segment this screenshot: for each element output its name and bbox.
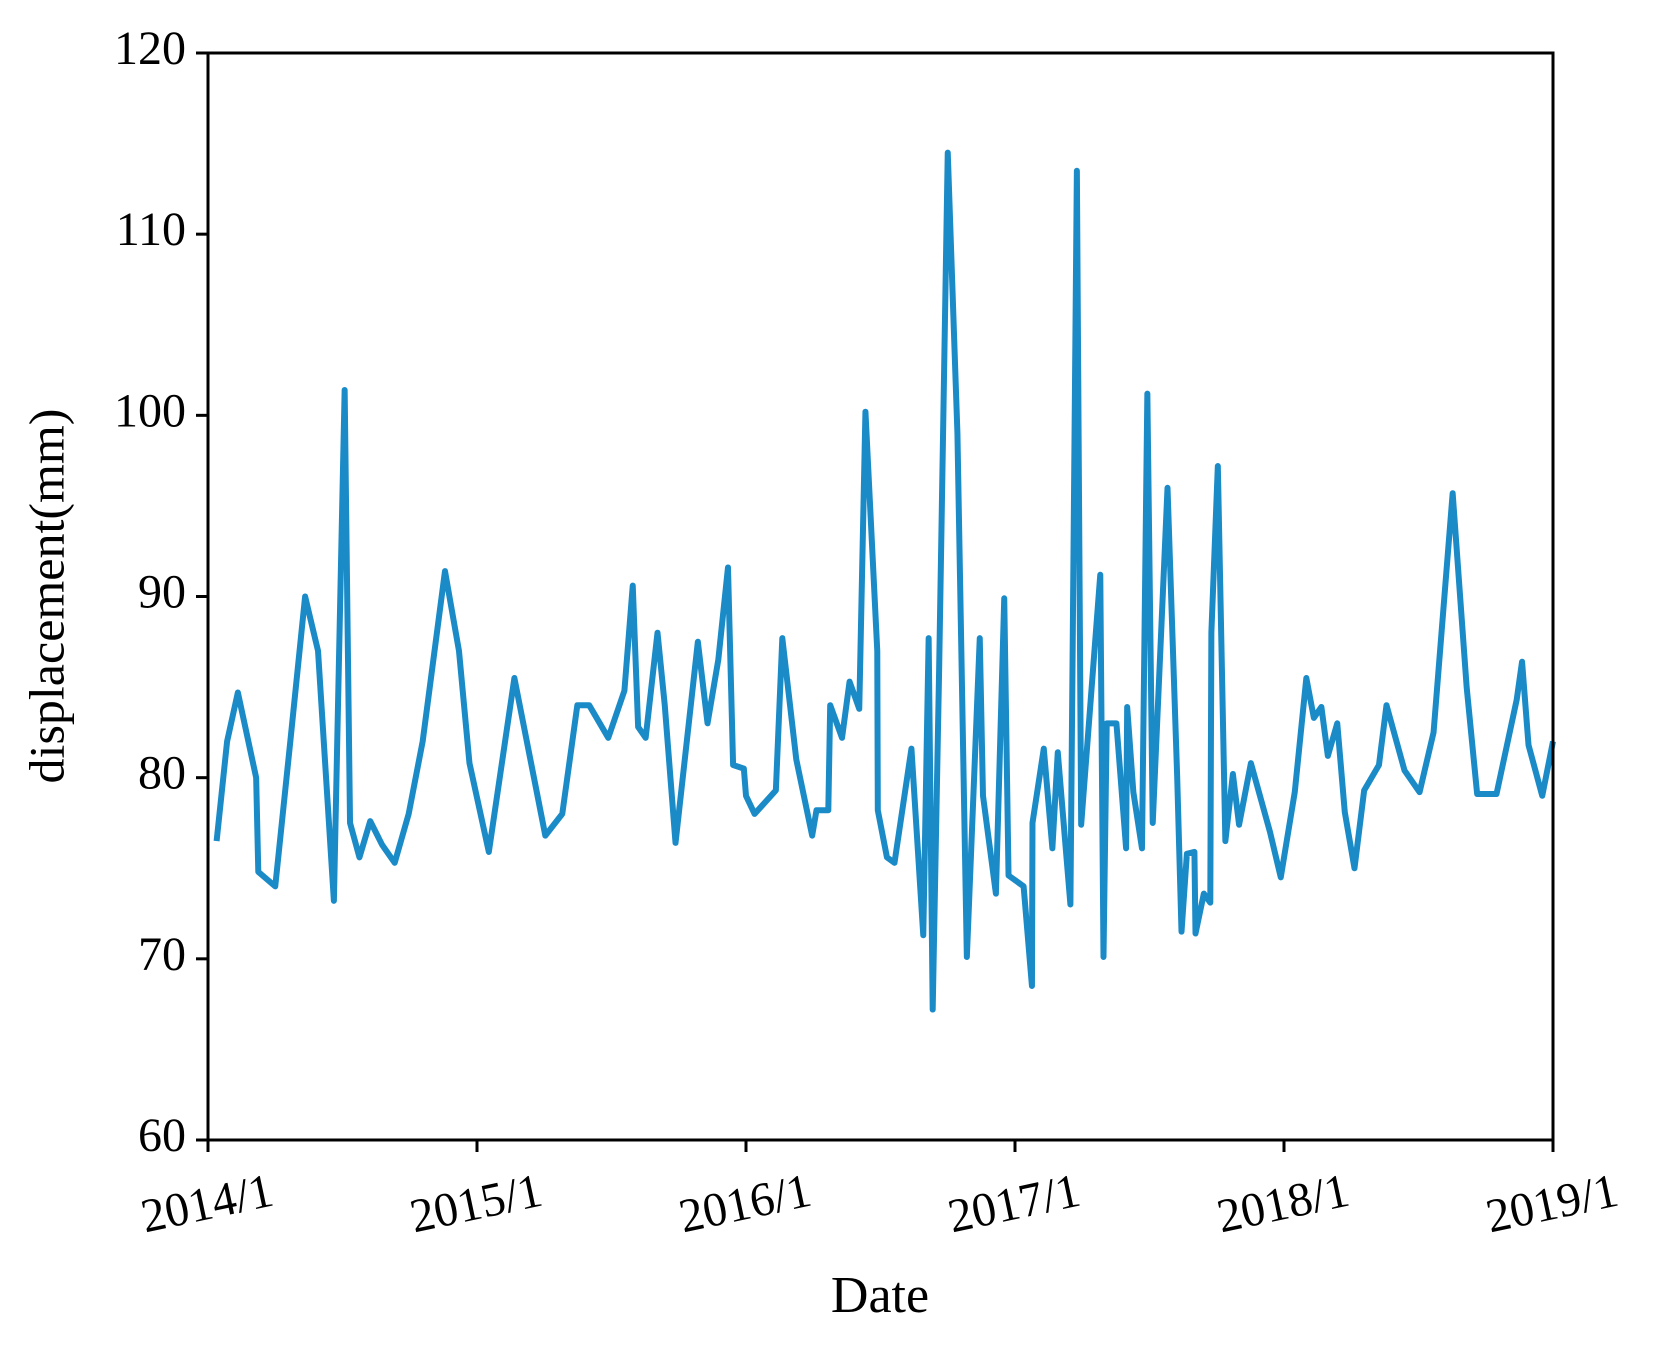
x-axis-label: Date	[831, 1267, 929, 1324]
x-tick-label: 2017/1	[943, 1164, 1084, 1244]
x-tick-label: 2016/1	[674, 1164, 815, 1244]
x-tick-label: 2015/1	[405, 1164, 546, 1244]
y-tick-label: 70	[138, 928, 186, 981]
y-axis-label: displacement(mm)	[18, 409, 74, 784]
plot-frame	[206, 51, 1555, 1142]
x-tick-label: 2018/1	[1212, 1164, 1353, 1244]
y-tick-label: 80	[138, 747, 186, 800]
x-tick-label: 2014/1	[136, 1164, 277, 1244]
y-tick-label: 90	[138, 566, 186, 619]
data-line	[213, 149, 1556, 1013]
y-tick-label: 60	[138, 1109, 186, 1162]
y-tick-label: 110	[116, 203, 186, 256]
x-tick-label: 2019/1	[1481, 1164, 1622, 1244]
y-tick-label: 120	[114, 22, 186, 75]
y-tick-label: 100	[114, 384, 186, 437]
